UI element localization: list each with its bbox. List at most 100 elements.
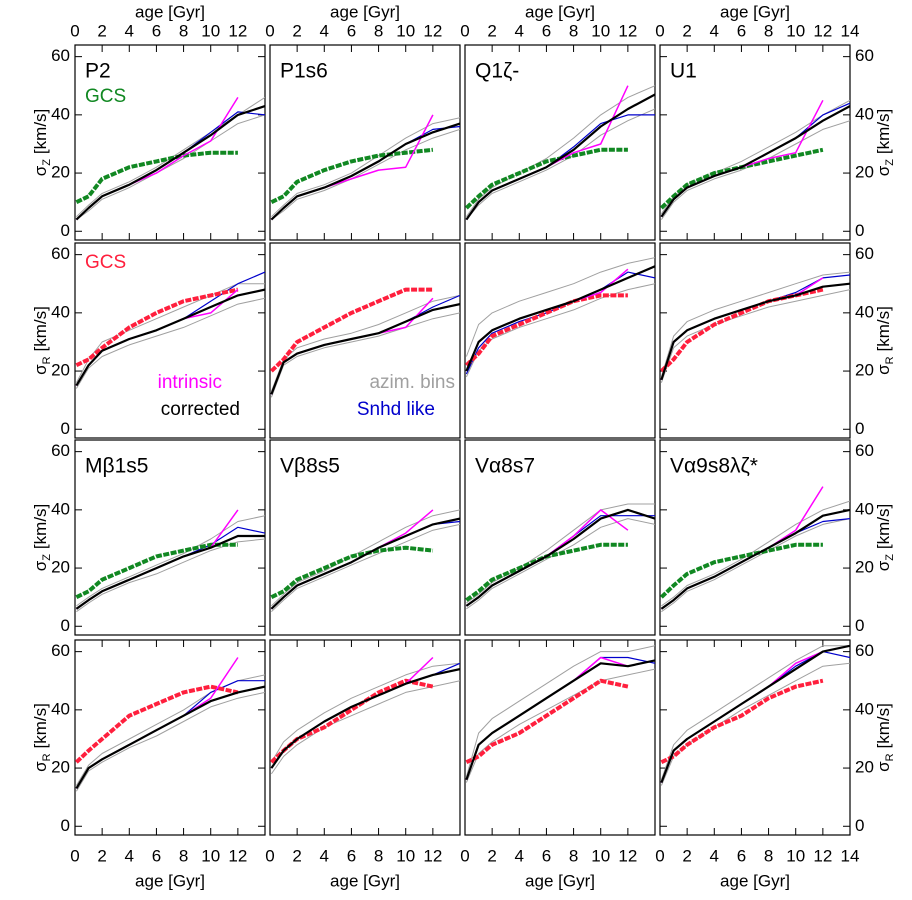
x-tick-label: 6 xyxy=(347,846,356,865)
x-tick-label: 4 xyxy=(515,21,524,40)
panel-title: P2 xyxy=(85,60,111,83)
model-line xyxy=(466,503,655,604)
x-tick-label: 12 xyxy=(813,21,832,40)
model-line xyxy=(75,297,265,389)
y-axis-label: σZ [km/s] xyxy=(874,109,895,177)
y-tick-label: 60 xyxy=(855,46,874,65)
y-axis-label: σR [km/s] xyxy=(874,703,895,772)
y-label-unit: [km/s] xyxy=(31,504,50,549)
y-tick-label: 0 xyxy=(855,419,864,438)
observed-line xyxy=(660,147,824,210)
x-tick-label: 2 xyxy=(97,846,106,865)
model-line xyxy=(270,520,460,610)
panel-data xyxy=(75,271,265,389)
panel-frame xyxy=(464,44,656,241)
y-tick-label: 60 xyxy=(51,244,70,263)
x-axis-label: age [Gyr] xyxy=(720,871,790,890)
panel-data xyxy=(465,85,655,221)
panel-frame xyxy=(659,44,851,241)
panel-data xyxy=(75,96,265,221)
observed-line xyxy=(270,545,434,600)
x-axis-label: age [Gyr] xyxy=(525,2,595,21)
x-tick-label: 8 xyxy=(179,21,188,40)
y-axis-label: σR [km/s] xyxy=(31,306,52,375)
model-line xyxy=(660,99,850,215)
observed-line xyxy=(75,684,239,764)
x-axis-label: age [Gyr] xyxy=(135,2,205,21)
model-line xyxy=(271,117,460,218)
x-tick-label: 10 xyxy=(396,846,415,865)
y-tick-label: 40 xyxy=(51,499,70,518)
panel-frame xyxy=(269,439,461,636)
x-tick-label: 6 xyxy=(737,846,746,865)
x-tick-label: 2 xyxy=(292,21,301,40)
model-line xyxy=(660,282,850,381)
x-axis-label: age [Gyr] xyxy=(525,871,595,890)
x-tick-label: 4 xyxy=(125,21,134,40)
x-tick-label: 0 xyxy=(265,846,274,865)
y-axis-label: σR [km/s] xyxy=(31,703,52,772)
y-tick-label: 60 xyxy=(855,244,874,263)
x-tick-label: 14 xyxy=(841,21,860,40)
model-line xyxy=(75,509,239,610)
x-tick-label: 12 xyxy=(423,846,442,865)
x-tick-label: 0 xyxy=(70,21,79,40)
y-label-subscript: R xyxy=(884,356,896,364)
panel-frame xyxy=(74,439,266,636)
x-tick-label: 8 xyxy=(374,846,383,865)
y-label-unit: [km/s] xyxy=(31,109,50,154)
observed-line xyxy=(270,287,433,373)
y-tick-label: 40 xyxy=(51,104,70,123)
y-label-unit: [km/s] xyxy=(31,703,50,748)
x-axis-label: age [Gyr] xyxy=(330,871,400,890)
model-line xyxy=(660,105,850,218)
y-tick-label: 40 xyxy=(855,104,874,123)
panel-data xyxy=(270,114,460,221)
y-tick-label: 60 xyxy=(51,441,70,460)
x-tick-label: 8 xyxy=(764,846,773,865)
model-line xyxy=(75,534,265,610)
x-tick-label: 10 xyxy=(786,846,805,865)
model-line xyxy=(270,303,460,395)
observed-line xyxy=(75,287,239,368)
y-tick-label: 60 xyxy=(855,441,874,460)
legend-entry: corrected xyxy=(161,399,240,420)
x-tick-label: 12 xyxy=(618,21,637,40)
panel-frame xyxy=(464,639,656,836)
y-label-unit: [km/s] xyxy=(874,703,893,748)
panel-data xyxy=(270,509,460,613)
x-tick-label: 2 xyxy=(682,21,691,40)
x-tick-label: 4 xyxy=(710,21,719,40)
y-tick-label: 0 xyxy=(61,419,70,438)
y-label-subscript: Z xyxy=(41,159,53,166)
model-line xyxy=(661,518,850,613)
x-axis-label: age [Gyr] xyxy=(330,2,400,21)
panel-frame xyxy=(74,639,266,836)
panel-data xyxy=(465,257,655,378)
panel-frame xyxy=(464,439,656,636)
model-line xyxy=(660,289,850,383)
y-label-unit: [km/s] xyxy=(31,306,50,351)
panel-data xyxy=(660,271,850,383)
y-tick-label: 60 xyxy=(51,641,70,660)
model-line xyxy=(75,283,265,383)
x-tick-label: 12 xyxy=(228,846,247,865)
x-tick-label: 12 xyxy=(423,21,442,40)
model-line xyxy=(465,659,655,781)
y-label-subscript: R xyxy=(41,753,53,761)
observed-line xyxy=(75,150,238,205)
y-label-symbol: σ xyxy=(874,761,893,772)
x-tick-label: 10 xyxy=(591,846,610,865)
observed-line xyxy=(465,542,628,602)
y-label-subscript: Z xyxy=(41,554,53,561)
x-tick-label: 10 xyxy=(201,21,220,40)
panel-frame xyxy=(74,242,266,439)
observed-line xyxy=(75,542,238,600)
model-line xyxy=(466,108,655,220)
x-tick-label: 8 xyxy=(569,21,578,40)
model-line xyxy=(465,656,655,780)
y-tick-label: 0 xyxy=(61,616,70,635)
panel-title: Vβ8s5 xyxy=(280,455,340,478)
model-line xyxy=(270,668,460,769)
legend-entry: intrinsic xyxy=(158,372,222,393)
